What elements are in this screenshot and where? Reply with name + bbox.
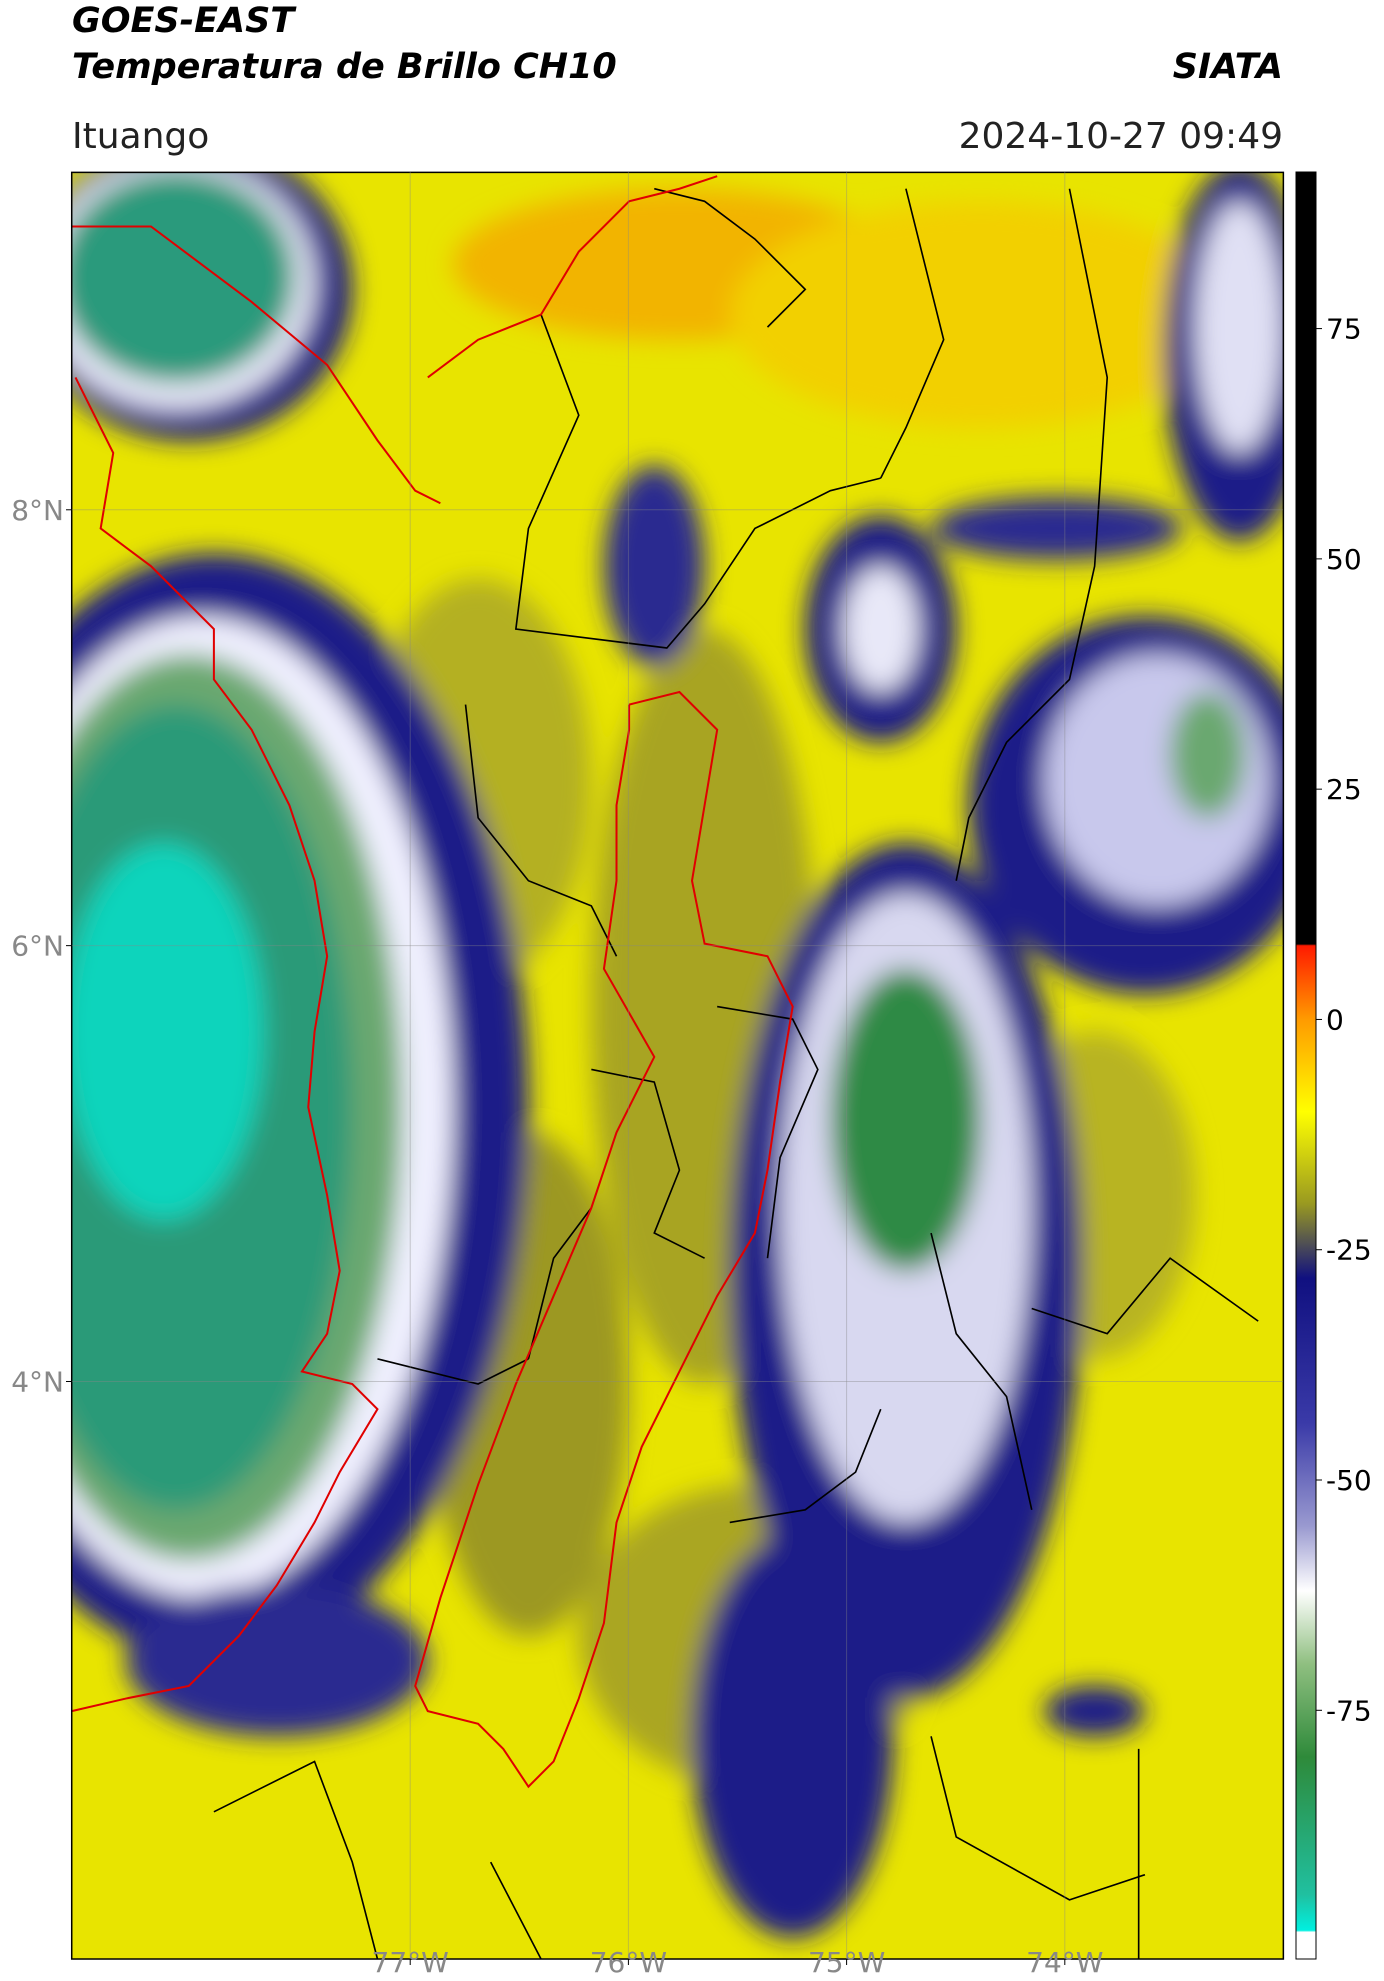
colorbar-tick-label: 25 (1326, 773, 1362, 806)
location: Ituango (72, 116, 209, 157)
title: GOES-EAST (72, 1, 297, 41)
source: SIATA (1173, 47, 1283, 87)
x-tick-label: 77°W (372, 1946, 449, 1979)
colorbar (1295, 171, 1317, 1960)
colorbar-tick-label: -50 (1326, 1464, 1372, 1497)
y-tick-label: 8°N (11, 494, 64, 527)
colorbar-tick-label: -75 (1326, 1694, 1372, 1727)
colorbar-tick-label: -25 (1326, 1234, 1372, 1267)
datetime: 2024-10-27 09:49 (959, 116, 1283, 157)
colorbar-tick-label: 75 (1326, 313, 1362, 346)
colorbar-tick-label: 50 (1326, 543, 1362, 576)
y-tick-label: 4°N (11, 1365, 64, 1398)
x-tick-label: 74°W (1026, 1946, 1103, 1979)
graticule (66, 172, 1283, 1965)
satellite-image (70, 171, 1285, 1960)
x-tick-label: 75°W (808, 1946, 885, 1979)
colorbar-tick-label: 0 (1326, 1003, 1344, 1036)
subtitle: Temperatura de Brillo CH10 (72, 47, 617, 87)
x-tick-label: 76°W (590, 1946, 667, 1979)
y-tick-label: 6°N (11, 930, 64, 963)
